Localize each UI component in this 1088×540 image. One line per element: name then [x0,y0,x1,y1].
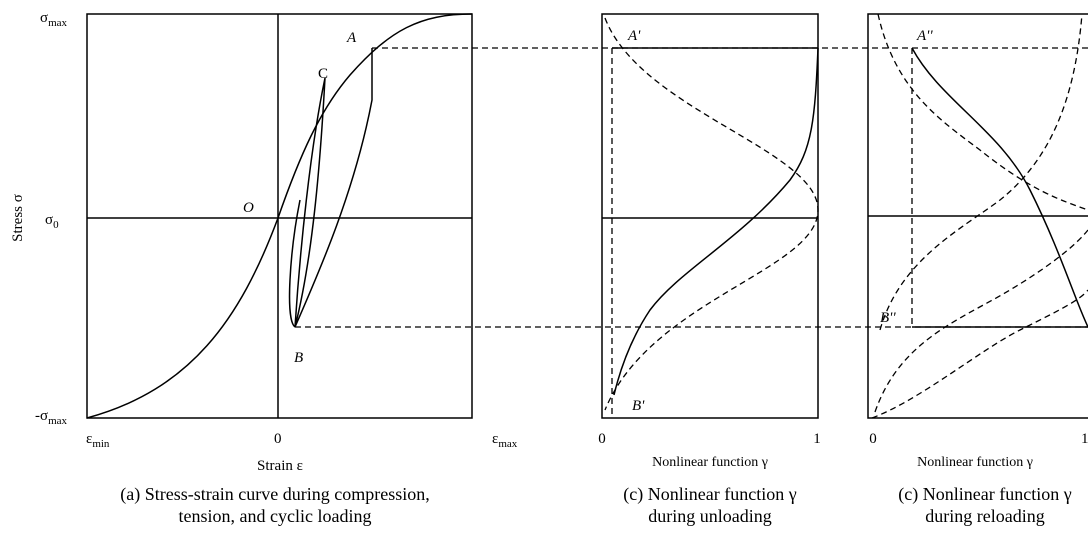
dashed-curve [879,13,1083,331]
label-base: -σ [35,408,48,424]
x-axis-label: Strain ε [257,458,303,474]
dashed-curve [874,229,1088,413]
x-label: εmin [86,431,110,450]
unloading-curve [294,48,373,328]
x-label: εmax [492,431,518,450]
caption: (c) Nonlinear function γ [898,484,1071,505]
x-axis-label: Nonlinear function γ [917,455,1033,470]
label-subscript: max [498,438,517,450]
point-label: O [243,200,254,216]
point-label: A' [627,28,641,44]
y-axis-label: Stress σ [10,194,26,242]
loop-edge [288,199,301,328]
label-base: σ [40,10,48,26]
dashed-curve [871,289,1088,419]
frame [86,13,473,419]
stress-curve [86,13,473,419]
x-axis-label: Nonlinear function γ [652,455,768,470]
x-tick-label: 0 [598,431,606,447]
panel-b: A' B' 0 1 Nonlinear function γ (c) Nonli… [598,13,821,526]
cyclic-loop [294,77,326,328]
y-label: σmax [40,10,68,29]
point-label: A'' [916,28,933,44]
caption: (a) Stress-strain curve during compressi… [120,484,429,505]
caption: tension, and cyclic loading [179,506,372,526]
panel-a: σmax σ0 -σmax εmin 0 εmax Stress σ Strai… [10,10,1088,526]
point-label: B' [632,398,645,414]
y-label: -σmax [35,408,68,427]
label-base: 0 [274,431,282,447]
label-base: ε [86,431,92,447]
x-tick-label: 1 [813,431,821,447]
point-label: A [346,30,357,46]
caption: (c) Nonlinear function γ [623,484,796,505]
gamma-curve [613,47,819,396]
point-label: B [294,350,303,366]
label-subscript: min [92,438,110,450]
dashed-curve [877,13,1088,211]
label-subscript: 0 [53,219,59,231]
label-subscript: max [48,415,67,427]
panel-c: A'' B'' 0 1 Nonlinear function γ (c) Non… [867,13,1088,526]
x-tick-label: 0 [869,431,877,447]
label-subscript: max [48,17,67,29]
caption: during reloading [925,506,1044,526]
gamma-curve [911,47,1088,328]
x-label: 0 [274,431,282,447]
point-label: B'' [880,310,896,326]
label-base: ε [492,431,498,447]
y-label: σ0 [45,212,59,231]
frame [601,13,819,419]
label-base: σ [45,212,53,228]
caption: during unloading [648,506,772,526]
dashed-curve [604,17,819,411]
point-label: C [318,66,328,82]
x-tick-label: 1 [1081,431,1088,447]
